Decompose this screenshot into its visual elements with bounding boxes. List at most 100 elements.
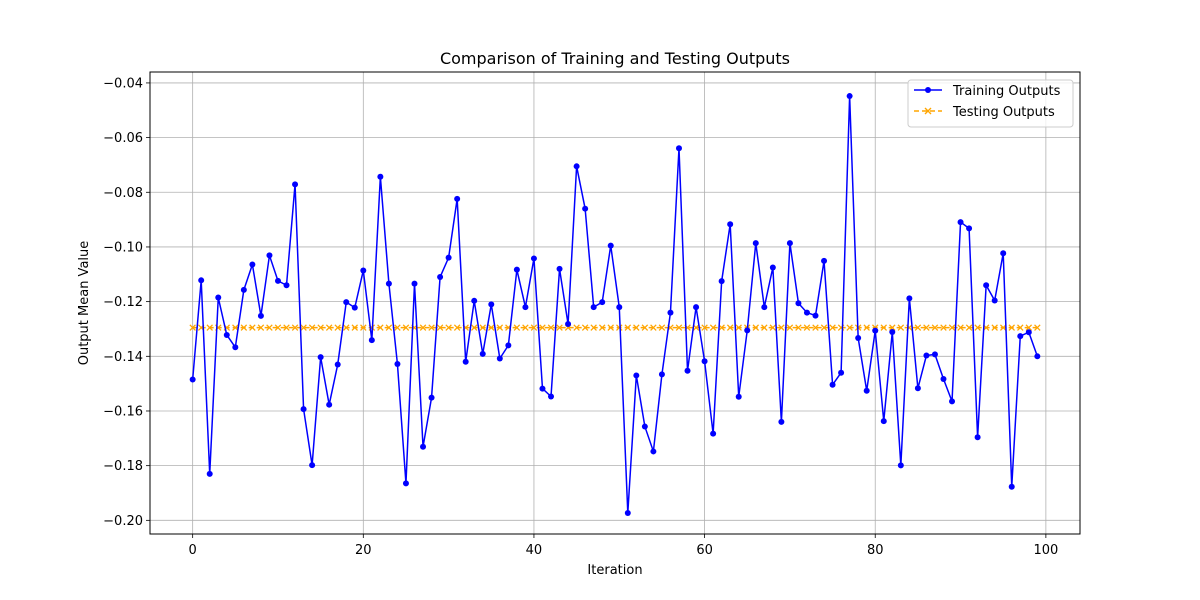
testing-data-point <box>965 324 973 331</box>
testing-data-point <box>232 324 239 331</box>
testing-data-point <box>752 324 760 331</box>
x-tick-label: 40 <box>526 543 543 558</box>
testing-data-point <box>189 324 196 331</box>
training-data-point <box>949 398 956 405</box>
training-data-point <box>215 294 222 301</box>
training-data-point <box>454 195 461 202</box>
training-data-point <box>906 295 913 302</box>
testing-data-point <box>428 324 435 331</box>
chart-title: Comparison of Training and Testing Outpu… <box>440 49 790 68</box>
testing-data-point <box>530 324 538 331</box>
training-data-point <box>727 221 734 228</box>
testing-data-point <box>334 324 341 331</box>
testing-data-point <box>317 324 324 331</box>
testing-data-point <box>291 324 299 331</box>
training-data-point <box>1000 250 1007 257</box>
testing-data-point <box>701 324 708 331</box>
training-data-point <box>274 277 281 284</box>
testing-data-point <box>488 324 495 331</box>
training-data-point <box>402 480 409 487</box>
testing-data-point <box>786 324 794 331</box>
testing-data-point <box>641 324 649 331</box>
training-data-point <box>855 334 862 341</box>
testing-data-point <box>522 324 529 331</box>
testing-data-point <box>616 324 623 331</box>
training-data-point <box>496 355 503 362</box>
testing-data-point <box>914 324 922 331</box>
testing-data-point <box>342 324 350 331</box>
testing-data-point <box>283 324 290 331</box>
training-data-point <box>863 387 870 394</box>
testing-data-point <box>598 324 606 331</box>
testing-data-point <box>240 324 248 331</box>
training-series-line <box>191 95 1039 514</box>
testing-data-point <box>999 324 1007 331</box>
training-data-point <box>684 367 691 374</box>
training-data-point <box>829 381 836 388</box>
testing-data-point <box>300 324 307 331</box>
testing-data-point <box>419 324 427 331</box>
testing-data-point <box>539 324 546 331</box>
testing-data-point <box>863 324 870 331</box>
testing-data-point <box>453 324 461 331</box>
training-data-point <box>530 255 537 262</box>
training-data-point <box>283 282 290 289</box>
testing-data-point <box>658 324 666 331</box>
testing-data-point <box>1008 324 1015 331</box>
testing-data-point <box>829 324 836 331</box>
training-data-point <box>590 304 597 311</box>
training-data-point <box>812 312 819 319</box>
training-data-point <box>1008 483 1015 490</box>
training-data-point <box>266 252 273 259</box>
testing-data-point <box>633 324 640 331</box>
training-data-point <box>778 418 785 425</box>
training-data-point <box>223 331 230 338</box>
training-data-point <box>1034 353 1041 360</box>
testing-data-point <box>650 324 657 331</box>
training-data-point <box>385 280 392 287</box>
legend-box <box>907 79 1074 128</box>
training-data-point <box>513 266 520 273</box>
training-data-point <box>718 278 725 285</box>
testing-data-point <box>206 324 213 331</box>
training-data-point <box>539 385 546 392</box>
testing-data-point <box>590 324 597 331</box>
testing-data-point <box>470 324 478 331</box>
x-tick-label: 80 <box>867 543 884 558</box>
y-tick-label: −0.12 <box>103 295 143 310</box>
training-data-point <box>923 352 930 359</box>
training-data-point <box>658 371 665 378</box>
testing-data-point <box>889 324 896 331</box>
testing-data-point <box>923 324 930 331</box>
testing-data-point <box>991 324 998 331</box>
testing-data-point <box>897 324 905 331</box>
y-axis: −0.20 −0.18 −0.16 −0.14 −0.12 −0.10 −0.08 −0.06… <box>103 76 150 529</box>
training-data-point <box>1025 329 1032 336</box>
testing-data-point <box>940 324 947 331</box>
training-data-point <box>872 327 879 334</box>
training-data-point <box>317 354 324 361</box>
legend: Training Outputs Testing Outputs <box>907 79 1074 128</box>
testing-data-point <box>957 324 964 331</box>
training-data-point <box>846 93 853 100</box>
training-data-point <box>206 470 213 477</box>
training-data-point <box>232 344 239 351</box>
training-data-point <box>360 267 367 274</box>
testing-data-point <box>974 324 981 331</box>
training-data-point <box>641 423 648 430</box>
testing-data-point <box>445 324 452 331</box>
training-data-point <box>710 430 717 437</box>
testing-data-point <box>360 324 367 331</box>
training-data-point <box>983 282 990 289</box>
series-layer <box>189 93 1041 516</box>
testing-data-point <box>846 324 853 331</box>
training-data-point <box>573 163 580 170</box>
training-data-point <box>556 265 563 272</box>
testing-data-point <box>812 324 819 331</box>
testing-data-point <box>581 324 589 331</box>
x-axis-label: Iteration <box>587 563 642 578</box>
training-data-point <box>803 309 810 316</box>
training-data-point <box>1017 333 1024 340</box>
training-data-point <box>582 205 589 212</box>
training-data-point <box>931 351 938 358</box>
